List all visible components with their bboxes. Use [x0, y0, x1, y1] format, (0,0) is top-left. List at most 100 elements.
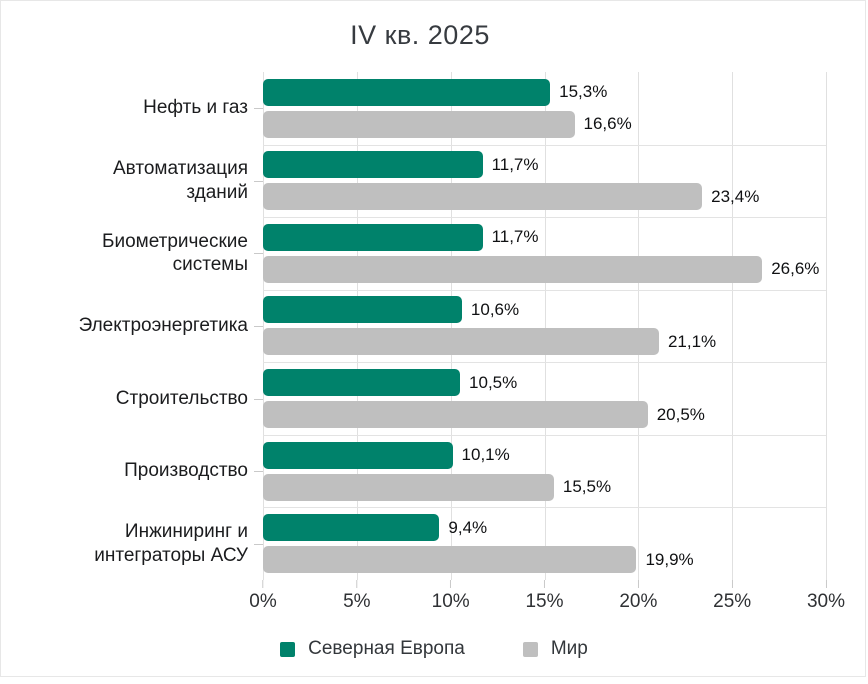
category-label: Производство	[124, 460, 248, 482]
category-tick-mark	[254, 108, 263, 110]
category-tick-mark	[254, 543, 263, 545]
legend-item: Мир	[522, 638, 588, 660]
x-tick-mark	[731, 580, 733, 588]
bar-value-label: 10,5%	[469, 372, 518, 392]
bar-group: 11,7% 26,6%	[263, 217, 826, 290]
category-label: Строительство	[115, 387, 248, 409]
horizontal-gridline	[263, 434, 826, 436]
legend-label: Северная Европа	[308, 638, 465, 659]
bar-row: 26,6%	[263, 255, 826, 283]
bar-group: 15,3% 16,6%	[263, 72, 826, 145]
bar-value-label: 26,6%	[771, 259, 820, 279]
x-axis-tick: 0%	[249, 580, 277, 613]
x-tick-mark	[450, 580, 452, 588]
bar-row: 11,7%	[263, 223, 826, 251]
chart-title: IV кв. 2025	[350, 20, 490, 50]
category-tick-mark	[254, 325, 263, 327]
bar-world	[263, 473, 554, 501]
bar-north-europe	[263, 441, 453, 469]
bar-value-label: 11,7%	[491, 227, 539, 247]
category-row: Инжиниринг и интеграторы АСУ	[0, 507, 263, 580]
bar-row: 15,5%	[263, 473, 826, 501]
category-tick-mark	[254, 180, 263, 182]
bar-row: 10,5%	[263, 369, 826, 397]
x-tick-label: 0%	[249, 591, 277, 612]
vertical-gridline	[356, 72, 358, 580]
horizontal-gridline	[263, 217, 826, 219]
category-tick-mark	[254, 398, 263, 400]
bar-value-label: 15,3%	[559, 82, 608, 102]
x-tick-mark	[356, 580, 358, 588]
x-tick-label: 5%	[343, 591, 371, 612]
category-row: Электроэнергетика	[0, 290, 263, 363]
category-label: Автоматизация зданий	[113, 158, 248, 203]
vertical-gridline	[638, 72, 640, 580]
bar-group: 9,4% 19,9%	[263, 507, 826, 580]
category-label: Электроэнергетика	[78, 315, 248, 337]
x-axis-tick: 5%	[343, 580, 371, 613]
bar-value-label: 9,4%	[448, 517, 488, 537]
bar-world	[263, 328, 659, 356]
plot-area: 15,3% 16,6% 11,7% 23,4% 11,7% 26,6% 10,6% 21,1%…	[263, 72, 827, 580]
category-tick-mark	[254, 253, 263, 255]
bar-row: 11,7%	[263, 151, 826, 179]
bar-row: 20,5%	[263, 401, 826, 429]
bar-value-label: 10,1%	[461, 445, 510, 465]
category-label: Инжиниринг и интеграторы АСУ	[94, 520, 248, 566]
category-row: Строительство	[0, 362, 263, 435]
vertical-gridline	[826, 72, 827, 580]
bar-value-label: 20,5%	[656, 404, 705, 424]
bar-row: 16,6%	[263, 110, 826, 138]
x-tick-label: 15%	[525, 591, 564, 612]
horizontal-gridline	[263, 144, 826, 146]
legend: Северная Европа Мир	[0, 638, 868, 660]
x-axis-tick: 15%	[525, 580, 564, 613]
bar-row: 15,3%	[263, 78, 826, 106]
x-axis: 0% 5% 10% 15% 20% 25% 30%	[249, 580, 845, 620]
bar-world	[263, 110, 575, 138]
bar-value-label: 10,6%	[470, 299, 520, 319]
bar-group: 10,6% 21,1%	[263, 290, 826, 363]
bar-north-europe	[263, 223, 483, 251]
horizontal-gridline	[263, 289, 826, 291]
bar-row: 21,1%	[263, 328, 826, 356]
category-row: Нефть и газ	[0, 72, 263, 145]
bar-row: 19,9%	[263, 546, 826, 574]
bar-north-europe	[263, 369, 461, 397]
bar-value-label: 19,9%	[645, 549, 694, 569]
bar-group: 10,5% 20,5%	[263, 362, 826, 435]
bar-value-label: 23,4%	[711, 186, 760, 206]
x-tick-label: 25%	[713, 591, 752, 612]
bar-value-label: 11,7%	[491, 154, 539, 174]
x-tick-label: 10%	[431, 591, 470, 612]
x-tick-mark	[825, 580, 827, 588]
x-tick-mark	[544, 580, 545, 588]
horizontal-gridline	[263, 507, 826, 509]
bar-north-europe	[263, 151, 483, 179]
bar-value-label: 21,1%	[667, 331, 717, 351]
bar-row: 10,6%	[263, 296, 826, 324]
x-tick-label: 30%	[806, 591, 846, 612]
category-label: Биометрические системы	[102, 230, 248, 276]
vertical-gridline	[450, 72, 452, 580]
x-axis-tick: 20%	[619, 580, 657, 613]
x-tick-mark	[637, 580, 639, 588]
category-row: Автоматизация зданий	[0, 145, 263, 218]
bar-group: 11,7% 23,4%	[263, 145, 826, 218]
category-tick-mark	[254, 471, 263, 473]
bar-world	[263, 183, 703, 211]
x-axis-tick: 10%	[432, 580, 470, 613]
horizontal-gridline	[263, 362, 826, 364]
category-label: Нефть и газ	[143, 97, 248, 119]
bar-group: 10,1% 15,5%	[263, 435, 826, 508]
vertical-gridline	[732, 72, 734, 580]
bar-value-label: 15,5%	[562, 477, 612, 497]
x-tick-label: 20%	[619, 591, 658, 612]
category-row: Биометрические системы	[0, 217, 263, 290]
legend-item: Северная Европа	[280, 638, 465, 660]
vertical-gridline	[263, 72, 264, 580]
category-axis: Нефть и газ Автоматизация зданий Биометрич…	[0, 72, 263, 580]
vertical-gridline	[544, 72, 546, 580]
x-axis-tick: 25%	[713, 580, 751, 613]
